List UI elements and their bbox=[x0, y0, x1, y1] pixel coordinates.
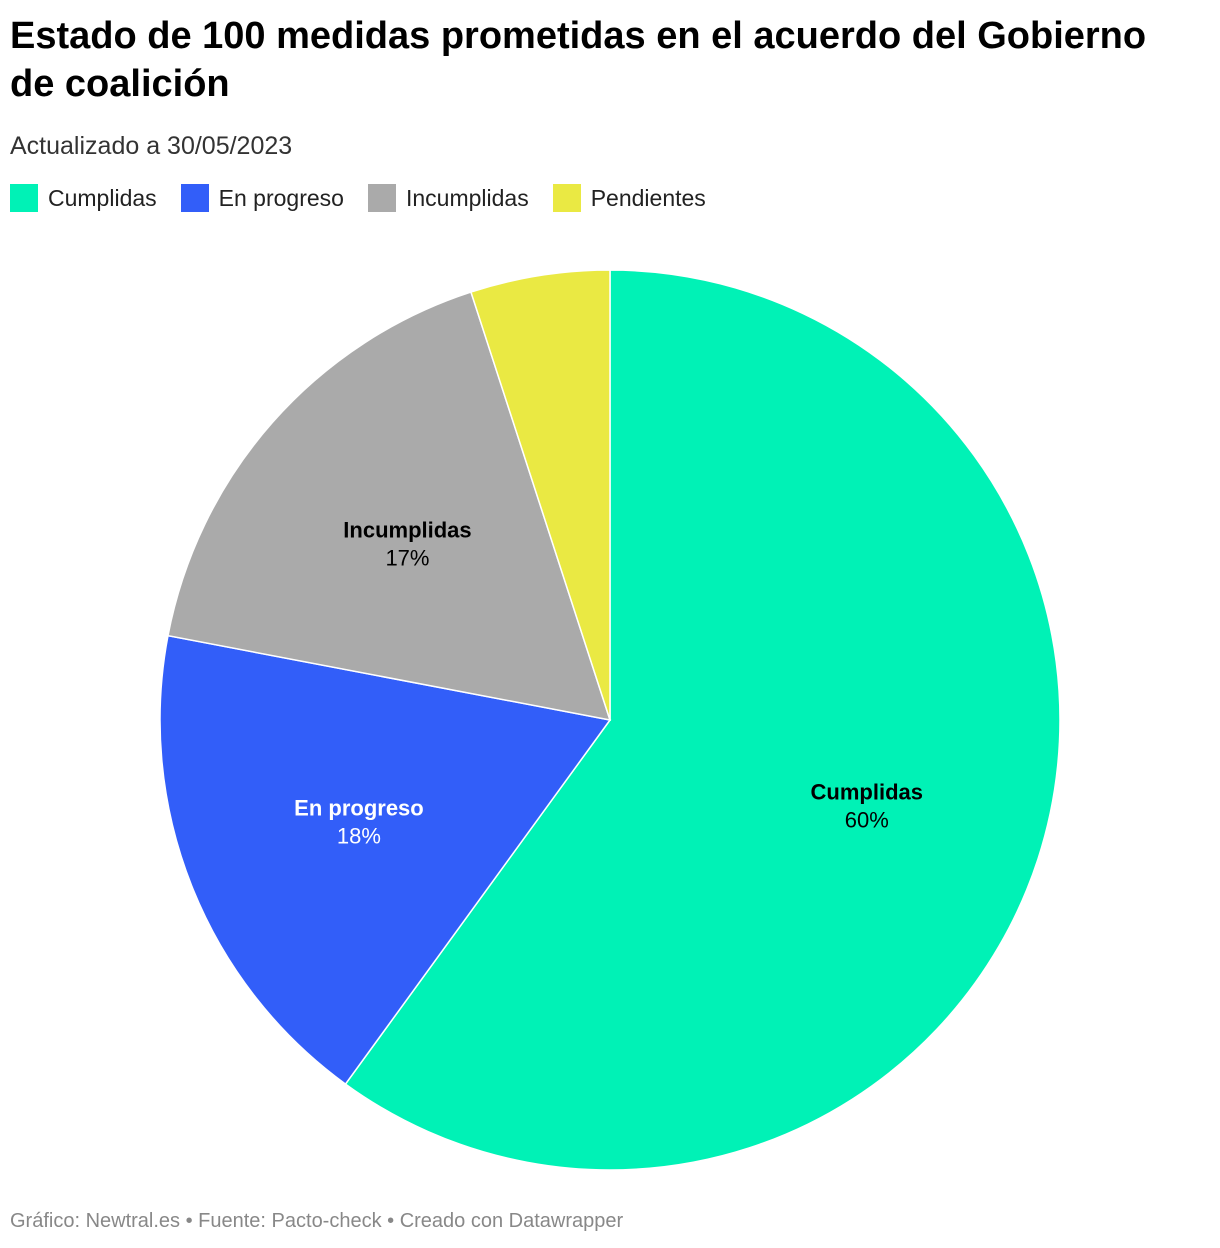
slice-label-name: Cumplidas bbox=[811, 779, 923, 804]
legend-label-en-progreso: En progreso bbox=[218, 184, 344, 211]
slice-label-cumplidas: Cumplidas 60% bbox=[811, 779, 923, 832]
slice-label-name: Incumplidas bbox=[343, 517, 471, 542]
legend-item-incumplidas: Incumplidas bbox=[367, 184, 529, 212]
pie-chart: Cumplidas 60% En progreso 18% Incumplidas 17% bbox=[159, 269, 1061, 1171]
pie-slice-incumplidas bbox=[167, 291, 612, 721]
legend-label-incumplidas: Incumplidas bbox=[405, 184, 529, 211]
pie-slice-cumplidas bbox=[344, 269, 1061, 1171]
slice-label-value: 17% bbox=[385, 545, 429, 570]
chart-footer: Gráfico: Newtral.es • Fuente: Pacto-chec… bbox=[10, 1210, 624, 1232]
legend-item-cumplidas: Cumplidas bbox=[10, 184, 157, 212]
legend-label-cumplidas: Cumplidas bbox=[48, 184, 157, 211]
legend-item-pendientes: Pendientes bbox=[552, 184, 706, 212]
chart-title: Estado de 100 medidas prometidas en el a… bbox=[10, 15, 1147, 105]
legend-swatch-incumplidas bbox=[367, 184, 396, 212]
slice-label-incumplidas: Incumplidas 17% bbox=[343, 517, 471, 570]
slice-label-en-progreso: En progreso 18% bbox=[294, 795, 424, 848]
chart-subtitle: Actualizado a 30/05/2023 bbox=[10, 132, 293, 160]
slice-label-value: 60% bbox=[845, 807, 889, 832]
slice-label-name: En progreso bbox=[294, 795, 424, 820]
legend: Cumplidas En progreso Incumplidas Pendie… bbox=[10, 180, 706, 216]
legend-swatch-en-progreso bbox=[180, 184, 209, 212]
slice-label-value: 18% bbox=[337, 823, 381, 848]
legend-label-pendientes: Pendientes bbox=[590, 184, 706, 211]
legend-swatch-pendientes bbox=[552, 184, 581, 212]
pie-slice-pendientes bbox=[469, 269, 611, 721]
legend-item-en-progreso: En progreso bbox=[180, 184, 344, 212]
legend-swatch-cumplidas bbox=[10, 184, 38, 212]
pie-slice-en-progreso bbox=[159, 634, 612, 1086]
